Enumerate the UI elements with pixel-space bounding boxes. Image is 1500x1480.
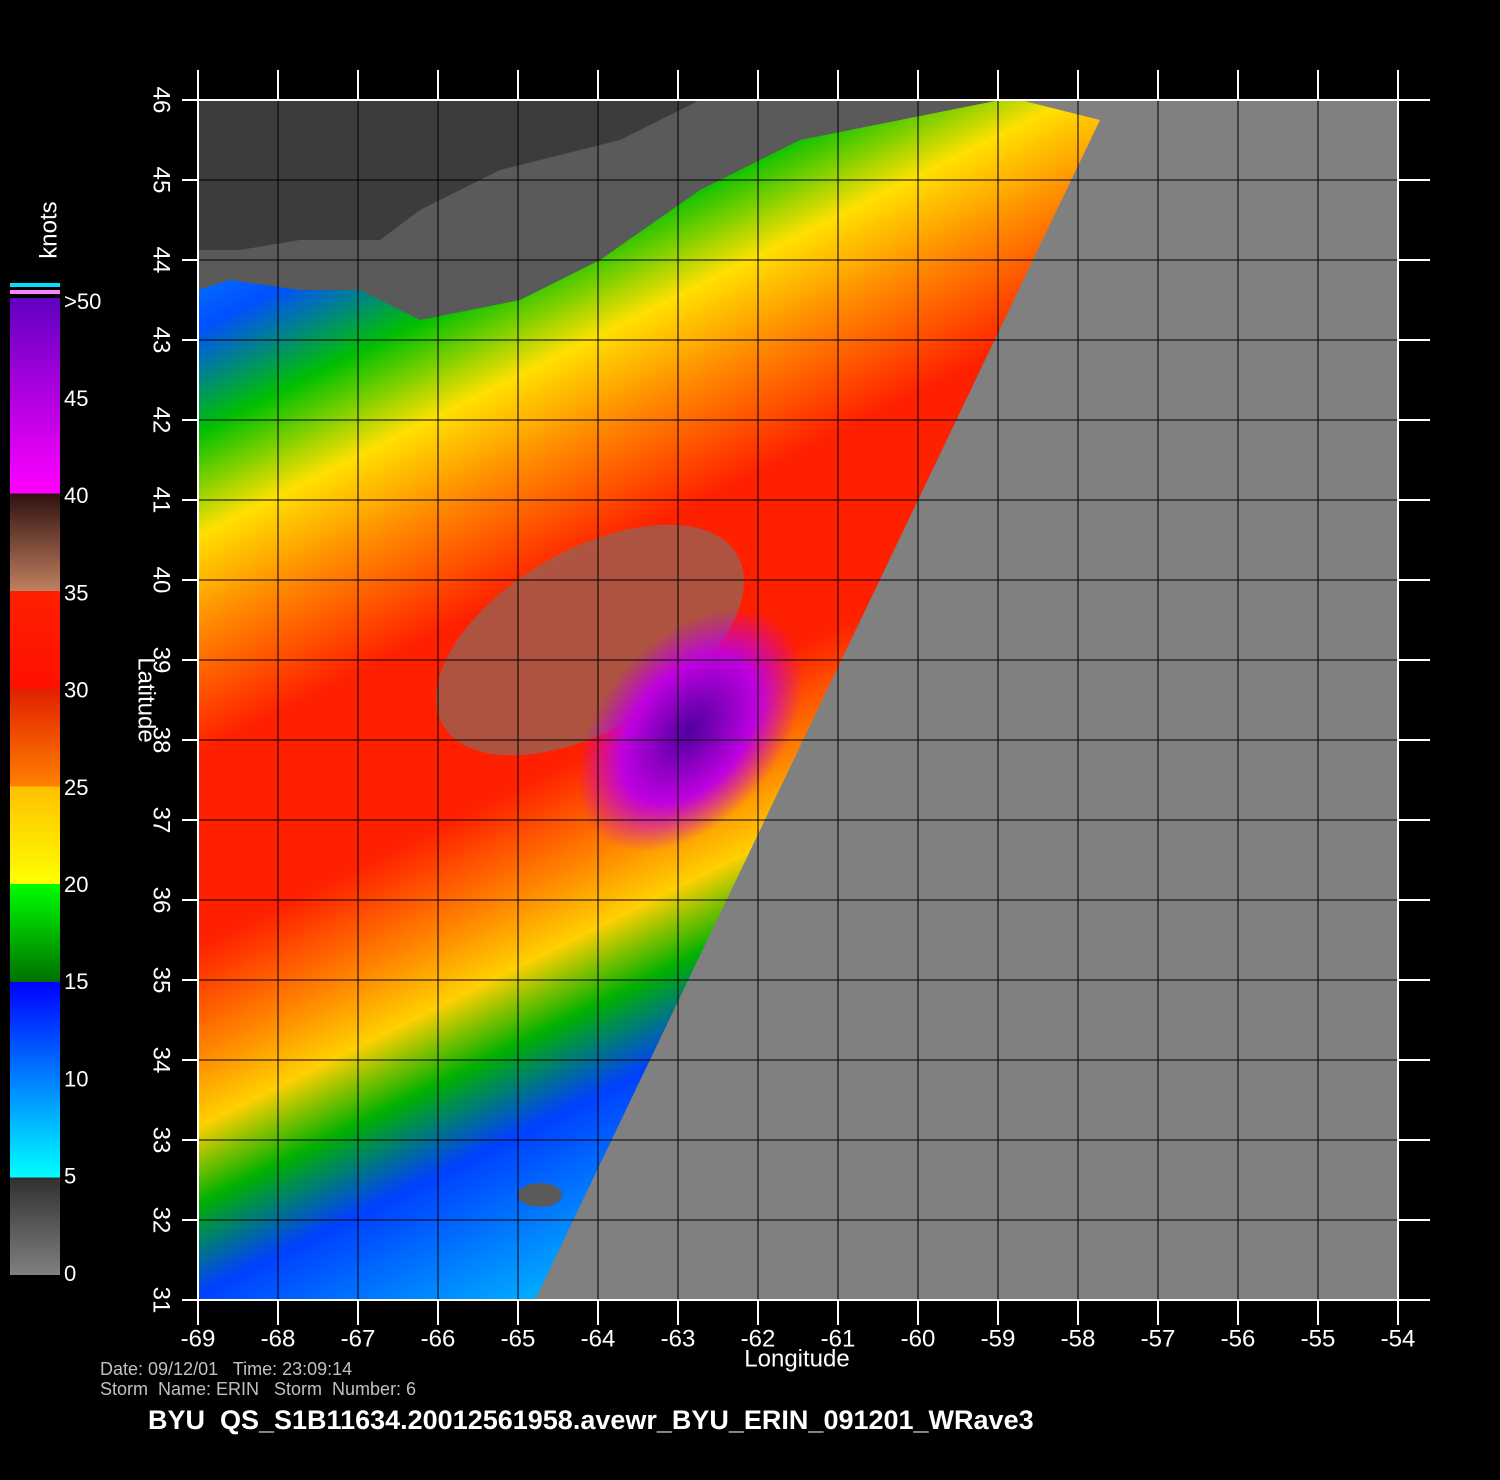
colorbar-cap [10, 283, 60, 287]
footer-title: BYU QS_S1B11634.20012561958.avewr_BYU_ER… [148, 1405, 1034, 1435]
colorbar-label: 30 [64, 678, 88, 703]
colorbar-label: 40 [64, 483, 88, 508]
x-tick-label: -57 [1141, 1325, 1176, 1352]
y-tick-label: 39 [148, 647, 175, 674]
x-tick-label: -64 [581, 1325, 616, 1352]
y-axis-label: Latitude [133, 657, 160, 742]
colorbar-unit: knots [35, 201, 62, 258]
map-area [197, 99, 1399, 1301]
y-tick-label: 32 [148, 1207, 175, 1234]
x-tick-label: -62 [741, 1325, 776, 1352]
x-tick-label: -54 [1381, 1325, 1416, 1352]
x-tick-label: -56 [1221, 1325, 1256, 1352]
y-tick-label: 46 [148, 87, 175, 114]
y-tick-label: 42 [148, 407, 175, 434]
colorbar-label: 45 [64, 386, 88, 411]
y-tick-label: 37 [148, 807, 175, 834]
footer-storm: Storm Name: ERIN Storm Number: 6 [100, 1379, 416, 1399]
y-tick-label: 40 [148, 567, 175, 594]
land [518, 1183, 562, 1207]
x-tick-label: -58 [1061, 1325, 1096, 1352]
x-tick-label: -60 [901, 1325, 936, 1352]
x-tick-label: -61 [821, 1325, 856, 1352]
x-tick-label: -66 [421, 1325, 456, 1352]
colorbar-label: >50 [64, 289, 101, 314]
x-tick-label: -65 [501, 1325, 536, 1352]
colorbar [10, 298, 60, 1275]
colorbar-label: 10 [64, 1066, 88, 1091]
land [198, 100, 700, 250]
y-tick-label: 38 [148, 727, 175, 754]
x-tick-label: -63 [661, 1325, 696, 1352]
plot-frame [197, 99, 1399, 1301]
wind-field [436, 524, 744, 756]
y-tick-label: 33 [148, 1127, 175, 1154]
y-tick-label: 34 [148, 1047, 175, 1074]
colorbar-cap [10, 290, 60, 294]
y-tick-label: 45 [148, 167, 175, 194]
footer-date: Date: 09/12/01 Time: 23:09:14 [100, 1359, 352, 1379]
x-tick-label: -69 [181, 1325, 216, 1352]
colorbar-label: 35 [64, 580, 88, 605]
x-tick-label: -67 [341, 1325, 376, 1352]
wind-field [576, 608, 804, 852]
colorbar-label: 5 [64, 1164, 76, 1189]
y-tick-label: 43 [148, 327, 175, 354]
y-tick-label: 31 [148, 1287, 175, 1314]
x-tick-label: -68 [261, 1325, 296, 1352]
y-tick-label: 35 [148, 967, 175, 994]
y-tick-label: 41 [148, 487, 175, 514]
x-axis-label: Longitude [744, 1345, 849, 1372]
colorbar-label: 20 [64, 872, 88, 897]
x-tick-label: -55 [1301, 1325, 1336, 1352]
y-tick-label: 44 [148, 247, 175, 274]
colorbar-label: 15 [64, 969, 88, 994]
colorbar-label: 0 [64, 1261, 76, 1286]
colorbar-label: 25 [64, 775, 88, 800]
y-tick-label: 36 [148, 887, 175, 914]
x-tick-label: -59 [981, 1325, 1016, 1352]
